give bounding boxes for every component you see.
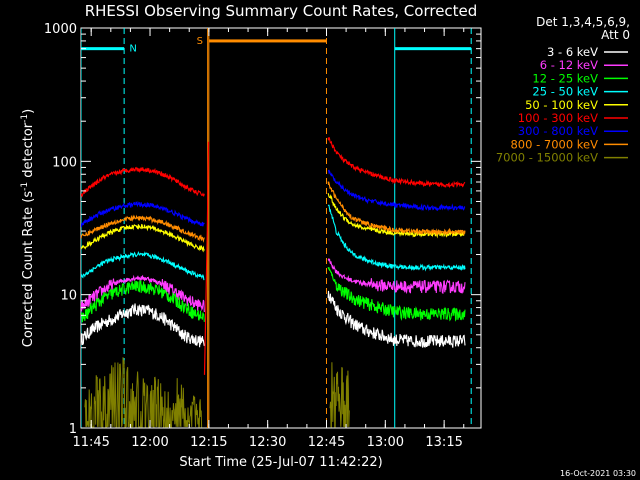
series-line (81, 214, 205, 243)
legend-label: 12 - 25 keV (532, 71, 598, 85)
legend-label: 3 - 6 keV (547, 45, 598, 59)
legend-label: 50 - 100 keV (525, 98, 598, 112)
y-tick-label: 1 (69, 422, 77, 437)
series-line (81, 166, 205, 198)
flag-bar (394, 47, 472, 51)
series-line (84, 357, 203, 428)
series-line (81, 303, 205, 348)
series-line (81, 200, 205, 228)
flag-label: N (129, 44, 136, 55)
flag-bar (81, 47, 125, 51)
legend-label: 800 - 7000 keV (510, 137, 598, 151)
legend-label: 7000 - 15000 keV (496, 151, 598, 165)
series-line (81, 274, 205, 313)
legend-label: 100 - 300 keV (518, 111, 598, 125)
series-line (81, 223, 205, 253)
chart-title: RHESSI Observing Summary Count Rates, Co… (85, 2, 478, 20)
legend-label: 300 - 800 keV (518, 124, 598, 138)
series-line (327, 266, 466, 322)
x-tick-label: 12:15 (190, 435, 227, 450)
y-tick-label: 10 (60, 289, 77, 304)
legend-label: 6 - 12 keV (540, 58, 598, 72)
series-line (81, 280, 205, 323)
legend-label: 25 - 50 keV (532, 85, 598, 99)
x-tick-label: 13:15 (425, 435, 462, 450)
flag-bar (208, 39, 327, 43)
legend-header-line1: Det 1,3,4,5,6,9, (536, 15, 630, 29)
y-axis-label: Corrected Count Rate (s-1 detector-1) (20, 109, 36, 347)
series-line (329, 362, 350, 428)
series-line (327, 181, 466, 236)
series-line (327, 204, 466, 272)
x-tick-label: 12:45 (308, 435, 345, 450)
y-tick-label: 1000 (44, 22, 77, 37)
footer-timestamp: 16-Oct-2021 03:30 (560, 469, 636, 478)
series-line (327, 290, 466, 348)
series-line (327, 169, 466, 212)
x-tick-label: 12:30 (249, 435, 286, 450)
y-tick-label: 100 (52, 155, 77, 170)
series-line (81, 250, 205, 281)
x-axis-label: Start Time (25-Jul-07 11:42:22) (179, 455, 382, 470)
flare-spike (203, 141, 210, 375)
x-tick-label: 12:00 (131, 435, 168, 450)
flag-label: S (197, 36, 203, 47)
x-tick-label: 11:45 (72, 435, 109, 450)
x-tick-label: 13:00 (367, 435, 404, 450)
legend-header-line2: Att 0 (601, 28, 630, 42)
series-line (327, 257, 466, 295)
series-line (327, 137, 466, 189)
